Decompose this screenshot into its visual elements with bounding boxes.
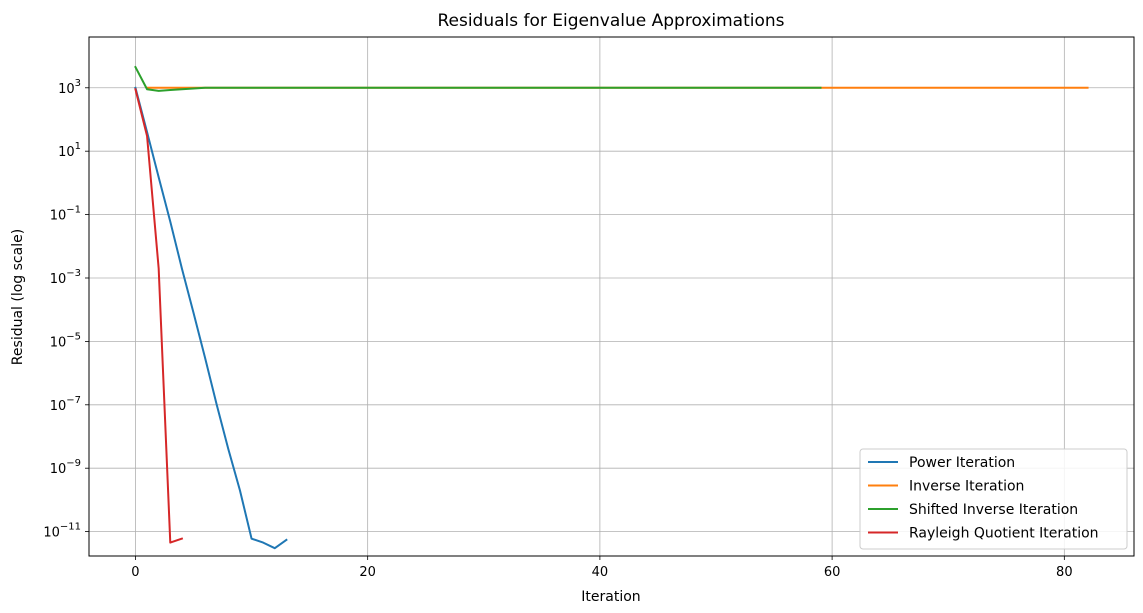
legend-label: Rayleigh Quotient Iteration — [909, 526, 1099, 542]
legend-label: Shifted Inverse Iteration — [909, 502, 1078, 518]
series-lines — [134, 65, 1089, 550]
legend: Power Iteration Inverse Iteration Shifted … — [859, 448, 1128, 550]
y-tick-label: 103 — [58, 78, 81, 97]
series-line-rayleigh-quotient-iteration — [134, 88, 184, 544]
y-tick-label: 10−9 — [50, 458, 81, 477]
legend-box — [859, 448, 1128, 550]
y-tick-label: 10−5 — [50, 331, 81, 350]
plot-frame — [88, 36, 1135, 557]
y-tick-label: 10−7 — [50, 395, 81, 414]
x-tick-label: 20 — [359, 565, 376, 580]
legend-label: Power Iteration — [909, 455, 1015, 471]
series-line-shifted-inverse-iteration — [134, 65, 822, 92]
x-tick-label: 60 — [824, 565, 841, 580]
legend-label: Inverse Iteration — [909, 479, 1024, 495]
x-tick-label: 0 — [131, 565, 139, 580]
x-axis-label: Iteration — [581, 589, 640, 605]
y-tick-label: 10−1 — [50, 205, 81, 224]
chart-title: Residuals for Eigenvalue Approximations — [437, 11, 784, 31]
x-tick-label: 40 — [592, 565, 609, 580]
axis-ticks: 0 20 40 60 80 103 101 10−1 10−3 10−5 10−7 10−9 10−11 — [43, 78, 1072, 580]
y-axis-label: Residual (log scale) — [10, 229, 26, 365]
y-tick-label: 10−3 — [50, 268, 81, 287]
y-tick-label: 10−11 — [43, 522, 81, 541]
x-tick-label: 80 — [1056, 565, 1073, 580]
y-tick-label: 101 — [58, 141, 81, 160]
series-line-power-iteration — [134, 86, 288, 550]
